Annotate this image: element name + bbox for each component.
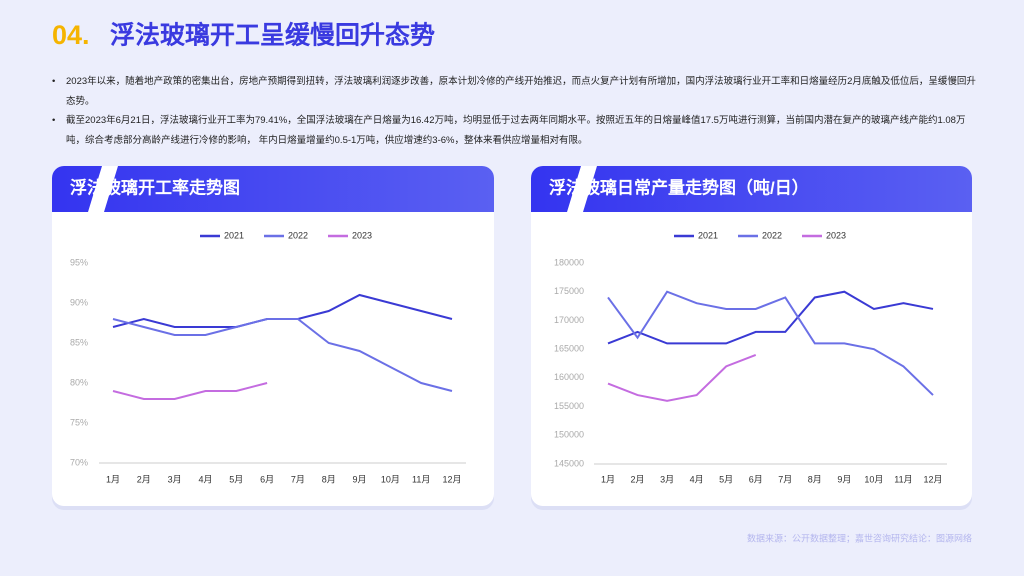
x-tick-label: 10月 — [381, 474, 400, 484]
x-tick-label: 6月 — [749, 474, 763, 484]
y-tick-label: 160000 — [554, 372, 584, 382]
card-header — [52, 166, 494, 212]
x-tick-label: 11月 — [894, 474, 912, 484]
x-tick-label: 4月 — [198, 474, 212, 484]
legend-label: 2023 — [352, 230, 372, 240]
y-tick-label: 75% — [70, 417, 88, 427]
x-tick-label: 7月 — [291, 474, 305, 484]
y-tick-label: 95% — [70, 257, 88, 267]
x-tick-label: 5月 — [229, 474, 243, 484]
y-tick-label: 175000 — [554, 286, 584, 296]
x-tick-label: 1月 — [601, 474, 615, 484]
series-line — [607, 290, 934, 396]
y-tick-label: 155000 — [554, 401, 584, 411]
y-tick-label: 180000 — [554, 257, 584, 267]
bullet: • 2023年以来，随着地产政策的密集出台，房地产预期得到扭转，浮法玻璃利润逐步改… — [52, 76, 976, 107]
y-tick-label: 90% — [70, 297, 88, 307]
legend-label: 2022 — [288, 230, 308, 240]
x-tick-label: 12月 — [442, 474, 461, 484]
y-tick-label: 70% — [70, 457, 88, 467]
x-tick-label: 2月 — [631, 474, 645, 484]
x-tick-label: 10月 — [864, 474, 883, 484]
x-tick-label: 3月 — [168, 474, 182, 484]
bullet-text: 截至2023年6月21日，浮法玻璃行业开工率为79.41%，全国浮法玻璃在产日熔… — [66, 115, 966, 146]
y-tick-label: 85% — [70, 337, 88, 347]
bullet-text: 2023年以来，随着地产政策的密集出台，房地产预期得到扭转，浮法玻璃利润逐步改善… — [66, 76, 976, 107]
y-tick-label: 145000 — [554, 458, 584, 468]
card — [52, 166, 494, 506]
card-title: 浮法玻璃日常产量走势图（吨/日） — [549, 177, 809, 197]
x-tick-label: 2月 — [137, 474, 151, 484]
x-tick-label: 5月 — [719, 474, 733, 484]
x-tick-label: 1月 — [106, 474, 120, 484]
x-tick-label: 7月 — [778, 474, 792, 484]
x-tick-label: 8月 — [322, 474, 336, 484]
title: 浮法玻璃开工呈缓慢回升态势 — [110, 21, 435, 50]
header-stripe — [567, 166, 597, 212]
x-tick-label: 9月 — [837, 474, 851, 484]
legend-label: 2021 — [698, 230, 718, 240]
x-tick-label: 3月 — [660, 474, 674, 484]
legend-label: 2022 — [762, 230, 782, 240]
x-tick-label: 8月 — [808, 474, 822, 484]
card-title: 浮法玻璃开工率走势图 — [70, 177, 240, 197]
series-line — [112, 318, 453, 392]
y-tick-label: 170000 — [554, 315, 584, 325]
series-line — [607, 353, 757, 402]
x-tick-label: 4月 — [690, 474, 704, 484]
header-stripe — [88, 166, 118, 212]
x-tick-label: 9月 — [353, 474, 367, 484]
x-tick-label: 6月 — [260, 474, 274, 484]
y-tick-label: 165000 — [554, 344, 584, 354]
card-header — [531, 166, 972, 212]
y-tick-label: 150000 — [554, 430, 584, 440]
y-tick-label: 80% — [70, 377, 88, 387]
bullet: • 截至2023年6月21日，浮法玻璃行业开工率为79.41%，全国浮法玻璃在产日… — [52, 115, 966, 146]
x-tick-label: 12月 — [923, 474, 942, 484]
title-number: 04. — [52, 20, 90, 50]
series-line — [607, 290, 934, 345]
source: 数据来源：公开数据整理；嘉世咨询研究结论：图源网络 — [747, 532, 972, 543]
series-line — [112, 382, 268, 400]
legend-label: 2023 — [826, 230, 846, 240]
x-tick-label: 11月 — [412, 474, 430, 484]
legend-label: 2021 — [224, 230, 244, 240]
card — [531, 166, 972, 506]
